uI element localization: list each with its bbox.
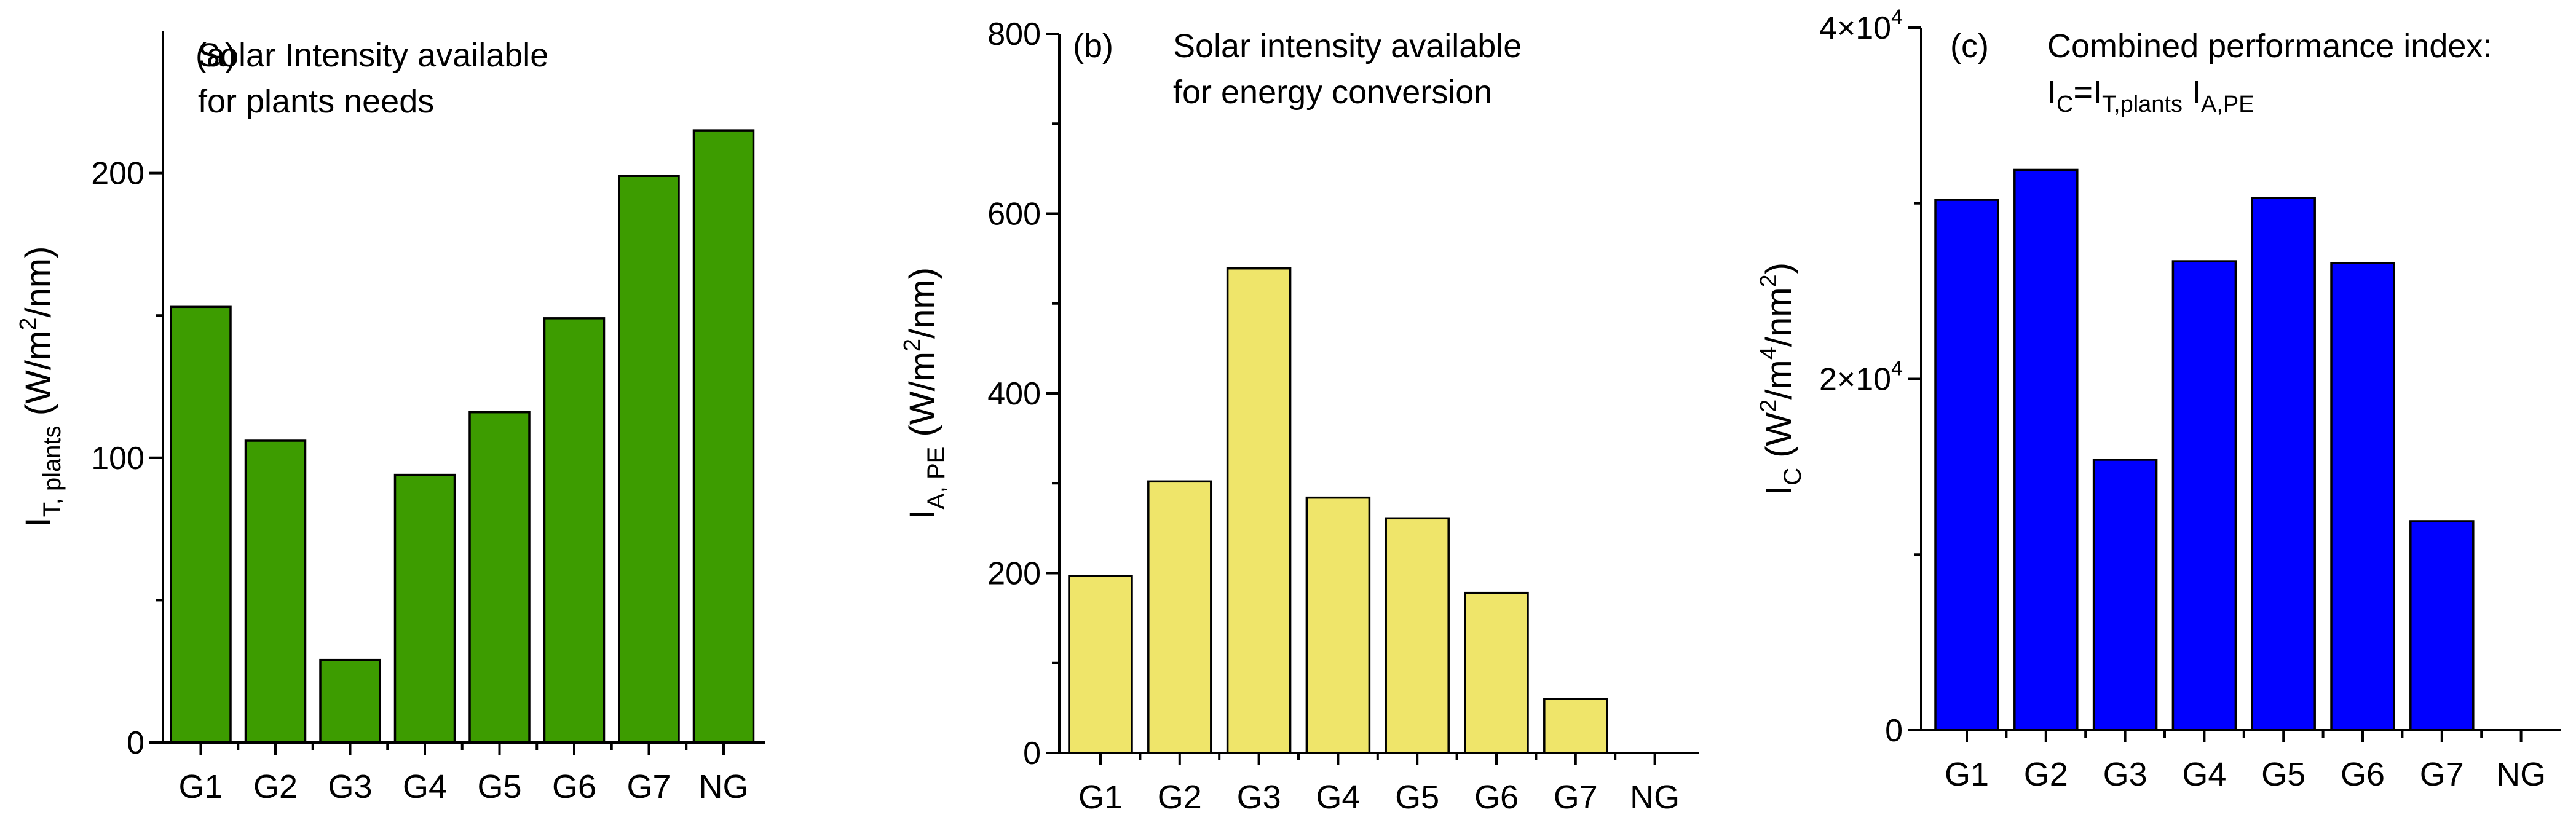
x-tick-label: G2 xyxy=(2024,756,2068,793)
bar-g5 xyxy=(1385,517,1450,754)
chart-title-line: Solar intensity available xyxy=(1173,28,1522,65)
panel-label: (a) xyxy=(196,37,236,74)
bar-g6 xyxy=(543,317,606,744)
bar-g6 xyxy=(2330,262,2395,731)
y-axis-label: IT, plants (W/m2/nm) xyxy=(15,246,66,527)
panel-label: (c) xyxy=(1950,28,1989,65)
y-tick-label: 0 xyxy=(1885,713,1903,749)
x-tick-label: G3 xyxy=(2103,756,2147,793)
chart-title-line: for plants needs xyxy=(198,83,434,120)
x-tick-label: G6 xyxy=(552,768,596,805)
x-tick-label: NG xyxy=(2496,756,2546,793)
x-tick-label: NG xyxy=(1630,779,1680,816)
x-tick-label: G3 xyxy=(328,768,372,805)
chart-panel-1: 0 100 200 G1 G2 G3 G4 G5 G6 G7 NG IT, plants (W/m2/… xyxy=(15,31,765,805)
y-tick-label: 800 xyxy=(987,17,1041,52)
y-axis-label: IA, PE (W/m2/nm) xyxy=(899,267,950,519)
y-tick-label: 0 xyxy=(127,725,144,761)
bar-g2 xyxy=(1147,480,1212,754)
x-tick-label: G4 xyxy=(1316,779,1360,816)
bar-g3 xyxy=(1226,267,1292,754)
bar-g5 xyxy=(2251,197,2316,731)
bar-g3 xyxy=(319,658,381,744)
bar-g4 xyxy=(2171,260,2237,731)
x-tick-label: NG xyxy=(699,768,749,805)
x-tick-label: G4 xyxy=(2182,756,2226,793)
y-tick-label: 400 xyxy=(987,376,1041,412)
bar-g5 xyxy=(468,411,531,744)
bar-g3 xyxy=(2092,459,2158,731)
y-tick-label: 0 xyxy=(1023,736,1041,771)
chart-panel-3: 0 2×104 4×104 G1 G2 G3 G4 G5 G6 G7 NG IC (W2/m4/nm2… xyxy=(1756,6,2561,793)
y-tick-label: 100 xyxy=(91,441,144,476)
x-tick-label: G3 xyxy=(1237,779,1281,816)
x-tick-label: G6 xyxy=(2341,756,2385,793)
y-tick-label: 4×104 xyxy=(1819,6,1903,46)
y-tick-label: 200 xyxy=(987,556,1041,592)
bar-g6 xyxy=(1464,591,1529,754)
x-tick-label: G5 xyxy=(477,768,521,805)
bar-g7 xyxy=(1543,698,1608,754)
bar-g1 xyxy=(1934,199,1999,731)
bar-g2 xyxy=(2013,168,2079,731)
x-tick-label: G7 xyxy=(626,768,671,805)
formula: IC=IT,plants IA,PE xyxy=(2047,74,2254,117)
chart-panel-2: 0 200 400 600 800 G1 G2 G3 G4 G5 G6 G7 NG IA, PE (W/m… xyxy=(899,17,1699,816)
x-tick-label: G1 xyxy=(1945,756,1989,793)
bar-ng xyxy=(692,129,755,744)
x-tick-label: G1 xyxy=(1078,779,1123,816)
x-tick-label: G1 xyxy=(178,768,223,805)
panel-label: (b) xyxy=(1073,28,1113,65)
chart-title-line: Solar Intensity available xyxy=(198,37,548,74)
bar-g1 xyxy=(170,305,232,744)
x-tick-label: G7 xyxy=(1554,779,1598,816)
x-tick-label: G4 xyxy=(403,768,447,805)
bar-g7 xyxy=(2409,520,2475,731)
x-tick-label: G5 xyxy=(2261,756,2305,793)
chart-title-line: for energy conversion xyxy=(1173,74,1492,111)
bar-g7 xyxy=(618,175,680,744)
x-tick-label: G7 xyxy=(2420,756,2464,793)
x-tick-label: G6 xyxy=(1474,779,1519,816)
y-tick-label: 2×104 xyxy=(1819,357,1903,398)
bar-g4 xyxy=(393,473,456,744)
x-tick-label: G5 xyxy=(1395,779,1439,816)
bar-g1 xyxy=(1068,575,1133,754)
bar-g4 xyxy=(1305,496,1371,754)
x-tick-label: G2 xyxy=(1158,779,1202,816)
x-tick-label: G2 xyxy=(253,768,298,805)
y-tick-label: 600 xyxy=(987,197,1041,232)
y-tick-label: 200 xyxy=(91,156,144,192)
y-axis-label: IC (W2/m4/nm2) xyxy=(1756,262,1806,495)
chart-title-line: Combined performance index: xyxy=(2047,28,2492,65)
bar-g2 xyxy=(244,439,307,744)
